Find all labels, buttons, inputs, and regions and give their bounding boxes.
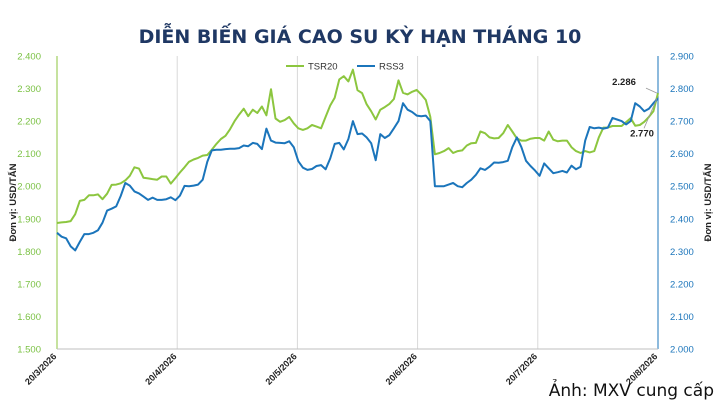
y-axis-title-right: Đơn vị: USD/TẤN [703, 163, 714, 241]
annotation-leader [643, 98, 658, 129]
y-tick-label-left: 1.500 [17, 345, 41, 356]
y-tick-label-right: 2.300 [670, 247, 694, 258]
series-line-tsr20 [56, 68, 659, 224]
y-tick-label-left: 2.100 [17, 149, 41, 160]
y-tick-label-right: 2.700 [670, 117, 694, 128]
y-tick-label-left: 2.200 [17, 117, 41, 128]
legend: TSR20 RSS3 [286, 62, 404, 73]
y-tick-label-right: 2.500 [670, 182, 694, 193]
y-tick-label-right: 2.600 [670, 149, 694, 160]
x-tick-label: 20/6/2026 [384, 351, 419, 386]
annotation-leader [645, 87, 658, 94]
x-tick-label: 20/7/2026 [504, 351, 539, 386]
series-lines [56, 68, 659, 252]
y-tick-label-right: 2.200 [670, 279, 694, 290]
legend-label-tsr20: TSR20 [308, 62, 338, 73]
y-tick-label-right: 2.000 [670, 345, 694, 356]
y-tick-label-left: 1.900 [17, 214, 41, 225]
legend-label-rss3: RSS3 [379, 62, 404, 73]
y-tick-label-left: 1.700 [17, 279, 41, 290]
series-line-rss3 [56, 97, 659, 252]
y-tick-label-left: 2.300 [17, 84, 41, 95]
y-axis-title-left: Đơn vị: USD/TẤN [8, 163, 19, 241]
axes: 1.500 1.600 1.700 1.800 1.900 2.000 2.100 2.200… [8, 52, 714, 387]
y-tick-label-left: 1.600 [17, 312, 41, 323]
y-tick-label-right: 2.400 [670, 214, 694, 225]
chart-title: DIỄN BIẾN GIÁ CAO SU KỲ HẠN THÁNG 10 [139, 21, 582, 48]
x-tick-label: 20/4/2026 [143, 351, 178, 386]
grid [176, 56, 539, 349]
annotation-tsr20: 2.286 [612, 77, 636, 88]
x-tick-label: 20/3/2026 [23, 351, 58, 386]
x-tick-label: 20/5/2026 [263, 351, 298, 386]
y-tick-label-right: 2.100 [670, 312, 694, 323]
y-tick-label-left: 2.000 [17, 182, 41, 193]
y-tick-label-left: 1.800 [17, 247, 41, 258]
annotations: 2.286 2.770 [612, 77, 658, 139]
annotation-rss3: 2.770 [630, 128, 654, 139]
y-tick-label-left: 2.400 [17, 52, 41, 63]
image-credit: Ảnh: MXV cung cấp [548, 381, 714, 401]
y-tick-label-right: 2.900 [670, 52, 694, 63]
y-tick-label-right: 2.800 [670, 84, 694, 95]
